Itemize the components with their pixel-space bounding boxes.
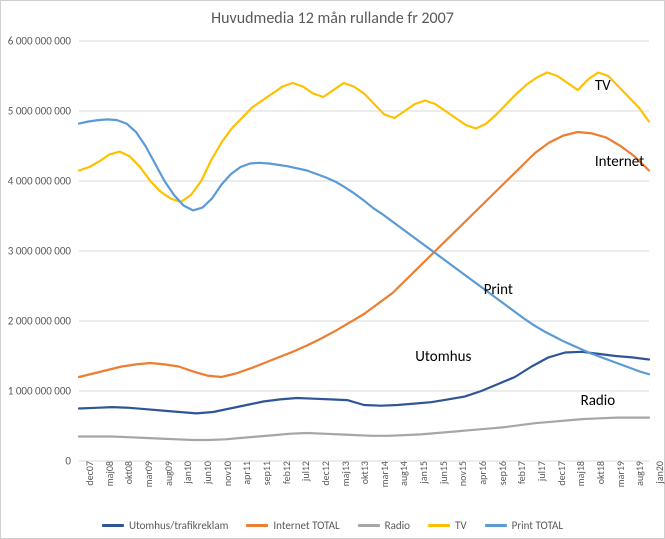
x-tick-label: sep16: [496, 461, 509, 485]
legend: Utomhus/trafikreklam Internet TOTAL Radio T…: [1, 519, 664, 532]
series-annotation: Utomhus: [415, 348, 471, 366]
x-tick-label: jun10: [201, 461, 214, 484]
series-line: [79, 418, 649, 440]
x-tick-label: jan10: [181, 461, 194, 484]
y-tick-label: 2 000 000 000: [8, 315, 71, 328]
y-tick-label: 5 000 000 000: [8, 105, 71, 118]
legend-swatch: [428, 524, 450, 527]
legend-item: Internet TOTAL: [246, 519, 339, 532]
y-tick-label: 4 000 000 000: [8, 175, 71, 188]
plot-area: TV Internet Print Utomhus Radio: [79, 41, 649, 461]
series-line: [79, 119, 649, 374]
x-tick-label: maj13: [339, 461, 352, 486]
chart-title: Huvudmedia 12 mån rullande fr 2007: [1, 9, 664, 28]
line-chart: Huvudmedia 12 mån rullande fr 2007 0 1 00…: [0, 0, 665, 539]
series-annotation: TV: [595, 77, 611, 95]
y-axis-labels: 01 000 000 0002 000 000 0003 000 000 000…: [1, 41, 75, 461]
x-tick-label: okt08: [122, 461, 135, 484]
legend-label: Radio: [385, 519, 410, 532]
series-annotation: Print: [484, 281, 513, 299]
legend-item: Utomhus/trafikreklam: [102, 519, 228, 532]
x-tick-label: mar19: [614, 461, 627, 487]
legend-item: Radio: [358, 519, 410, 532]
x-tick-label: nov10: [221, 461, 234, 486]
x-tick-label: aug14: [397, 461, 410, 486]
x-tick-label: dec17: [555, 461, 568, 486]
x-tick-label: jul12: [299, 461, 312, 481]
series-annotation: Internet: [595, 153, 644, 171]
x-tick-label: maj18: [574, 461, 587, 486]
x-tick-label: dec12: [319, 461, 332, 486]
x-tick-label: dec07: [83, 461, 96, 486]
legend-swatch: [358, 524, 380, 527]
x-tick-label: jan15: [417, 461, 430, 484]
series-line: [79, 352, 649, 414]
x-tick-label: mar09: [142, 461, 155, 487]
x-axis-labels: dec07 maj08 okt08 mar09 aug09 jan10 jun10 nov10…: [79, 461, 649, 501]
x-tick-label: maj08: [103, 461, 116, 486]
plot-svg: [79, 41, 649, 461]
x-tick-label: feb17: [515, 461, 528, 484]
x-tick-label: aug19: [633, 461, 646, 486]
y-tick-label: 1 000 000 000: [8, 385, 71, 398]
legend-item: Print TOTAL: [485, 519, 563, 532]
series-annotation: Radio: [581, 392, 616, 410]
x-tick-label: okt13: [358, 461, 371, 484]
x-tick-label: apr16: [476, 461, 489, 485]
x-tick-label: okt18: [594, 461, 607, 484]
legend-label: Internet TOTAL: [273, 519, 339, 532]
x-tick-label: sep11: [260, 461, 273, 485]
y-tick-label: 3 000 000 000: [8, 245, 71, 258]
x-tick-label: jan20: [653, 461, 665, 484]
x-tick-label: jul17: [535, 461, 548, 481]
y-tick-label: 6 000 000 000: [8, 35, 71, 48]
legend-item: TV: [428, 519, 467, 532]
legend-label: TV: [455, 519, 467, 532]
gridlines: [79, 41, 649, 461]
x-tick-label: apr11: [240, 461, 253, 485]
legend-swatch: [246, 524, 268, 527]
x-tick-label: aug09: [162, 461, 175, 486]
legend-label: Print TOTAL: [512, 519, 563, 532]
series-lines: [79, 73, 649, 441]
x-tick-label: jun15: [437, 461, 450, 484]
x-tick-label: feb12: [280, 461, 293, 484]
x-tick-label: mar14: [378, 461, 391, 487]
y-tick-label: 0: [65, 455, 71, 468]
x-tick-label: nov15: [456, 461, 469, 486]
legend-swatch: [102, 524, 124, 527]
legend-swatch: [485, 524, 507, 527]
legend-label: Utomhus/trafikreklam: [129, 519, 228, 532]
